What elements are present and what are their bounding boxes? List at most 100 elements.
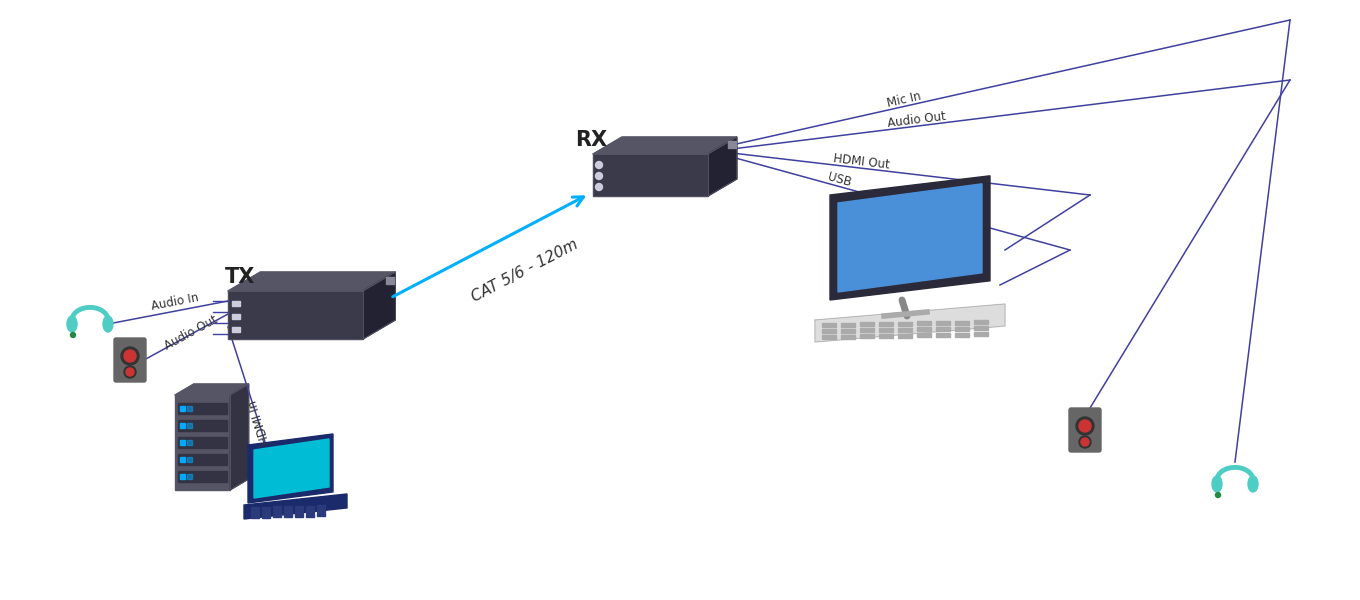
Bar — [188, 406, 192, 411]
Bar — [233, 314, 239, 319]
Bar — [955, 332, 968, 337]
Circle shape — [1216, 493, 1220, 497]
Bar — [252, 511, 258, 514]
Polygon shape — [228, 291, 363, 339]
Polygon shape — [248, 434, 333, 503]
Bar — [821, 329, 836, 333]
Polygon shape — [243, 494, 347, 519]
Bar — [273, 506, 282, 509]
Ellipse shape — [67, 316, 78, 332]
Bar — [180, 474, 185, 479]
Ellipse shape — [1212, 476, 1223, 492]
Polygon shape — [230, 384, 249, 490]
Bar — [178, 403, 227, 414]
Bar — [284, 510, 292, 513]
Circle shape — [121, 347, 139, 365]
Circle shape — [1081, 438, 1089, 446]
Text: RX: RX — [575, 130, 607, 150]
Bar — [936, 327, 951, 331]
Bar — [233, 301, 239, 306]
Bar — [936, 333, 951, 337]
FancyBboxPatch shape — [1069, 408, 1102, 452]
Polygon shape — [175, 395, 230, 490]
Bar — [317, 509, 325, 512]
Bar — [180, 457, 185, 462]
Bar — [840, 323, 855, 326]
Bar — [273, 514, 282, 517]
Bar — [955, 320, 968, 325]
Bar — [252, 515, 258, 518]
Polygon shape — [254, 439, 329, 498]
Bar — [840, 329, 855, 332]
Bar — [306, 514, 314, 517]
Polygon shape — [593, 154, 709, 196]
Bar — [262, 506, 271, 509]
Bar — [898, 322, 913, 326]
Circle shape — [124, 350, 136, 362]
Bar — [386, 277, 394, 284]
Bar — [821, 323, 836, 327]
Text: CAT 5/6 - 120m: CAT 5/6 - 120m — [469, 237, 581, 305]
Bar — [728, 141, 736, 148]
Ellipse shape — [103, 316, 113, 332]
Bar — [974, 320, 987, 324]
Bar — [879, 322, 894, 326]
Text: Mic In: Mic In — [885, 90, 922, 110]
Bar — [273, 511, 282, 514]
Bar — [178, 437, 227, 448]
Bar — [860, 322, 874, 326]
Bar — [917, 321, 932, 325]
Circle shape — [596, 184, 602, 191]
Circle shape — [1078, 420, 1091, 432]
Bar — [879, 328, 894, 332]
Text: USB: USB — [827, 170, 853, 190]
Bar — [252, 507, 258, 510]
Bar — [821, 335, 836, 339]
Bar — [840, 335, 855, 338]
Circle shape — [596, 173, 602, 179]
Bar — [233, 327, 239, 332]
Polygon shape — [228, 272, 396, 291]
Text: HDMI In: HDMI In — [246, 398, 272, 446]
Text: TX: TX — [224, 267, 256, 287]
Bar — [188, 457, 192, 462]
Bar — [295, 506, 303, 509]
Bar — [180, 406, 185, 411]
Circle shape — [1076, 417, 1093, 435]
Text: Audio In: Audio In — [150, 291, 200, 313]
Polygon shape — [830, 176, 990, 300]
Polygon shape — [363, 272, 396, 339]
Bar — [180, 440, 185, 445]
Polygon shape — [593, 137, 737, 154]
Bar — [898, 328, 913, 332]
Bar — [936, 321, 951, 325]
Bar — [306, 505, 314, 509]
Text: Audio Out: Audio Out — [162, 313, 220, 353]
Bar — [879, 334, 894, 338]
Circle shape — [124, 366, 136, 378]
Polygon shape — [815, 304, 1005, 342]
Text: HDMI Out: HDMI Out — [832, 152, 889, 172]
Circle shape — [1078, 436, 1091, 448]
Bar — [188, 423, 192, 428]
Polygon shape — [175, 384, 249, 395]
Bar — [306, 509, 314, 512]
Bar — [860, 334, 874, 338]
Circle shape — [596, 161, 602, 169]
Bar — [860, 328, 874, 332]
Polygon shape — [838, 184, 982, 292]
Bar — [178, 454, 227, 465]
Polygon shape — [709, 137, 737, 196]
Bar — [178, 420, 227, 431]
Bar — [898, 334, 913, 338]
Bar — [262, 511, 271, 514]
Bar — [917, 327, 932, 331]
Bar — [317, 513, 325, 516]
Circle shape — [126, 368, 135, 376]
Bar — [295, 510, 303, 513]
Bar — [178, 471, 227, 482]
Ellipse shape — [1248, 476, 1258, 492]
Bar — [955, 326, 968, 331]
Bar — [284, 514, 292, 517]
Bar — [188, 440, 192, 445]
